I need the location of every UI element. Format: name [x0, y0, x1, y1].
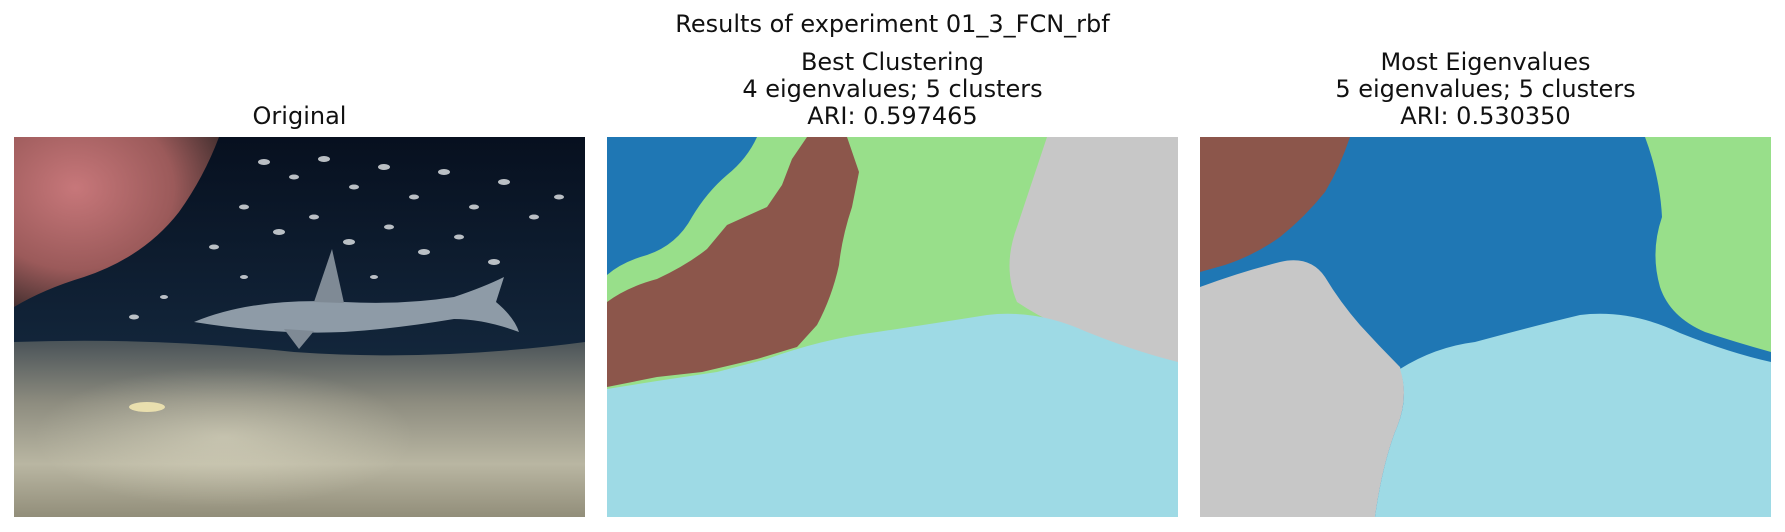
sand-highlight: [34, 367, 414, 507]
original-title: Original: [14, 103, 585, 130]
most-eigenvalues-title-line-2: 5 eigenvalues; 5 clusters: [1335, 75, 1636, 103]
cluster-region-light-cyan: [1375, 313, 1771, 517]
fish-school: [129, 156, 564, 320]
most-eigenvalues-map: [1200, 137, 1771, 517]
best-clustering-title-line-2: 4 eigenvalues; 5 clusters: [742, 75, 1043, 103]
cluster-region-gray: [1009, 137, 1178, 367]
figure-title: Results of experiment 01_3_FCN_rbf: [675, 10, 1110, 38]
cluster-region-light-green: [1645, 137, 1771, 352]
best-clustering-title: Best Clustering 4 eigenvalues; 5 cluster…: [607, 49, 1178, 130]
small-fish: [129, 402, 165, 412]
cluster-region-brown: [1200, 137, 1350, 272]
original-photo: [14, 137, 585, 517]
cluster-region-blue: [607, 137, 757, 275]
most-eigenvalues-title-line-1: Most Eigenvalues: [1380, 48, 1591, 76]
most-eigenvalues-title: Most Eigenvalues 5 eigenvalues; 5 cluste…: [1200, 49, 1771, 130]
cluster-region-light-cyan: [607, 313, 1178, 517]
rock-overhang: [14, 137, 219, 307]
most-eigenvalues-panel: [1200, 137, 1771, 517]
original-image-panel: [14, 137, 585, 517]
cluster-region-gray: [1200, 260, 1404, 517]
best-clustering-title-line-3: ARI: 0.597465: [807, 102, 978, 130]
best-clustering-title-line-1: Best Clustering: [800, 48, 985, 76]
most-eigenvalues-title-line-3: ARI: 0.530350: [1400, 102, 1571, 130]
cluster-region-brown: [607, 137, 859, 387]
best-clustering-panel: [607, 137, 1178, 517]
original-title-line: Original: [252, 102, 347, 130]
shark: [194, 249, 519, 349]
best-clustering-map: [607, 137, 1178, 517]
